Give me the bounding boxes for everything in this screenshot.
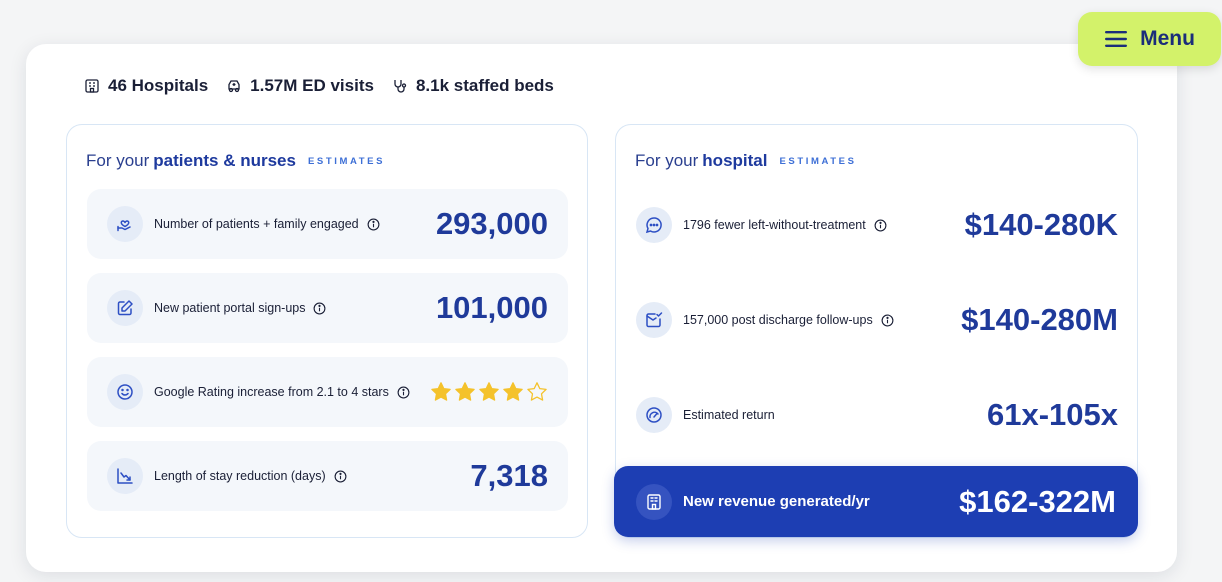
hamburger-icon [1105, 31, 1128, 47]
metric-label-wrap: New patient portal sign-ups [154, 301, 326, 315]
star-rating [430, 381, 548, 403]
metric-label-wrap: Google Rating increase from 2.1 to 4 sta… [154, 385, 410, 399]
menu-label: Menu [1140, 27, 1195, 50]
stethoscope-icon [394, 80, 407, 93]
icon-badge [107, 374, 143, 410]
estimates-tag: ESTIMATES [779, 156, 857, 167]
star-filled-icon [431, 382, 451, 401]
metric-value: 293,000 [435, 206, 548, 241]
revenue-banner: New revenue generated/yr $162-322M [614, 466, 1138, 537]
ambulance-icon [228, 80, 240, 93]
icon-badge [636, 397, 672, 433]
estimates-tag: ESTIMATES [307, 156, 386, 167]
metric-row-google-rating: Google Rating increase from 2.1 to 4 sta… [87, 357, 568, 427]
stats-bar: 46 Hospitals 1.57M ED visits 8.1k staffe… [84, 76, 554, 96]
title-prefix: For your [635, 151, 699, 170]
stat-label: 46 Hospitals [108, 76, 209, 95]
building-icon [85, 79, 99, 93]
menu-button[interactable]: Menu [1078, 12, 1221, 66]
revenue-value: $162-322M [959, 483, 1116, 519]
metric-row-estimated-return: Estimated return 61x-105x [636, 385, 1118, 445]
metric-label: Google Rating increase from 2.1 to 4 sta… [154, 385, 389, 399]
metric-row-left-without-treatment: 1796 fewer left-without-treatment $140-2… [636, 195, 1118, 255]
icon-badge [107, 290, 143, 326]
metric-row-follow-ups: 157,000 post discharge follow-ups $140-2… [636, 290, 1118, 350]
metric-value: $140-280K [964, 207, 1118, 242]
metric-label: Estimated return [683, 408, 775, 422]
title-main: hospital [702, 151, 768, 170]
chat-icon [645, 217, 662, 234]
panel-title: For your hospital ESTIMATES [635, 151, 857, 171]
metric-row-portal-signups: New patient portal sign-ups 101,000 [87, 273, 568, 343]
metric-label: 157,000 post discharge follow-ups [683, 313, 873, 327]
metric-row-length-of-stay: Length of stay reduction (days) 7,318 [87, 441, 568, 511]
star-empty-icon [527, 382, 547, 401]
icon-badge [636, 302, 672, 338]
smiley-icon [117, 384, 133, 400]
edit-icon [117, 300, 133, 316]
info-icon[interactable] [334, 470, 347, 483]
info-icon[interactable] [313, 302, 326, 315]
stat-beds: 8.1k staffed beds [392, 76, 554, 96]
info-icon[interactable] [881, 314, 894, 327]
patients-panel: For your patients & nurses ESTIMATES Num… [66, 124, 588, 538]
icon-badge [636, 207, 672, 243]
trend-down-icon [117, 468, 133, 484]
icon-badge [107, 458, 143, 494]
stat-hospitals: 46 Hospitals [84, 76, 208, 96]
revenue-label: New revenue generated/yr [683, 493, 870, 510]
info-icon[interactable] [397, 386, 410, 399]
metric-value: $140-280M [961, 302, 1118, 337]
metric-label-wrap: Estimated return [683, 408, 775, 422]
metric-value: 61x-105x [986, 397, 1118, 432]
icon-badge [107, 206, 143, 242]
metric-label: Number of patients + family engaged [154, 217, 359, 231]
metric-label-wrap: 157,000 post discharge follow-ups [683, 313, 894, 327]
metric-label: Length of stay reduction (days) [154, 469, 326, 483]
metric-label: New patient portal sign-ups [154, 301, 306, 315]
gauge-icon [646, 407, 662, 423]
panel-title: For your patients & nurses ESTIMATES [86, 151, 385, 171]
star-filled-icon [479, 382, 499, 401]
icon-badge [636, 483, 672, 520]
metric-label-wrap: 1796 fewer left-without-treatment [683, 218, 887, 232]
info-icon[interactable] [367, 218, 380, 231]
message-check-icon [646, 312, 663, 328]
info-icon[interactable] [874, 219, 887, 232]
metric-label-wrap: Number of patients + family engaged [154, 217, 380, 231]
star-filled-icon [455, 382, 475, 401]
metric-value: 7,318 [470, 458, 548, 493]
metric-value: 101,000 [435, 290, 548, 325]
metric-label-wrap: Length of stay reduction (days) [154, 469, 347, 483]
hospital-building-icon [647, 493, 661, 510]
metric-row-patients-engaged: Number of patients + family engaged 293,… [87, 189, 568, 259]
title-prefix: For your [86, 151, 150, 170]
stat-ed-visits: 1.57M ED visits [226, 76, 374, 96]
title-main: patients & nurses [153, 151, 296, 170]
metric-label: 1796 fewer left-without-treatment [683, 218, 866, 232]
stat-label: 8.1k staffed beds [415, 76, 554, 95]
heart-hand-icon [117, 220, 131, 232]
star-filled-icon [503, 382, 523, 401]
stat-label: 1.57M ED visits [250, 76, 374, 95]
